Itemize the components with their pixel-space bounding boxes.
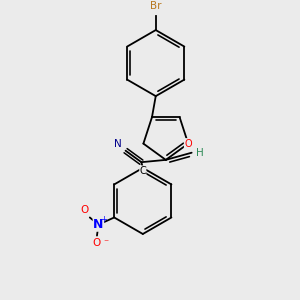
Text: H: H xyxy=(196,148,204,158)
Text: N: N xyxy=(93,218,103,231)
Text: C: C xyxy=(140,166,146,176)
Text: ⁻: ⁻ xyxy=(103,238,108,248)
Text: O: O xyxy=(184,139,192,148)
Text: O: O xyxy=(93,238,101,248)
Text: Br: Br xyxy=(150,2,161,11)
Text: O: O xyxy=(80,205,88,215)
Text: +: + xyxy=(100,215,107,224)
Text: N: N xyxy=(114,139,122,149)
